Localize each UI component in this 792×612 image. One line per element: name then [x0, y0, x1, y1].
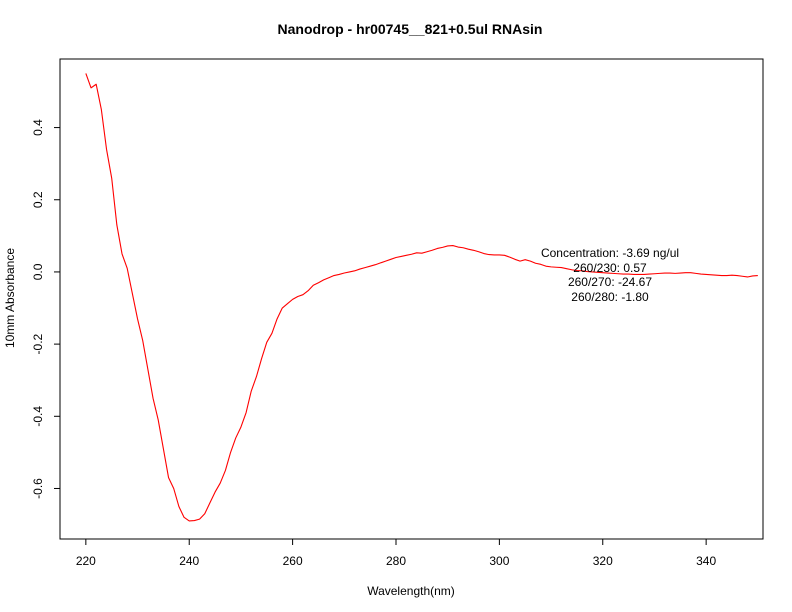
annotation-ratio-260-270: 260/270: -24.67	[568, 275, 652, 289]
x-axis: 220 240 260 280 300 320 340	[76, 539, 716, 568]
absorbance-line	[85, 73, 758, 522]
x-tick-label: 280	[386, 554, 406, 568]
y-tick-label: -0.4	[31, 406, 45, 427]
y-tick-label: 0.0	[31, 263, 45, 280]
x-tick-label: 240	[179, 554, 199, 568]
x-tick-label: 260	[283, 554, 303, 568]
y-tick-label: -0.6	[31, 478, 45, 499]
x-tick-label: 220	[76, 554, 96, 568]
plot-frame	[59, 58, 764, 540]
x-axis-label: Wavelength(nm)	[367, 584, 455, 598]
x-tick-label: 320	[593, 554, 613, 568]
x-ticks: 220 240 260 280 300 320 340	[76, 539, 716, 568]
x-tick-label: 300	[489, 554, 509, 568]
annotation-ratio-260-280: 260/280: -1.80	[571, 290, 649, 304]
series-layer	[85, 73, 758, 522]
annotation-ratio-260-230: 260/230: 0.57	[573, 261, 647, 275]
y-tick-label: 0.4	[31, 119, 45, 136]
chart-title: Nanodrop - hr00745__821+0.5ul RNAsin	[278, 21, 543, 37]
annotation-block: Concentration: -3.69 ng/ul 260/230: 0.57…	[541, 246, 679, 304]
annotation-concentration: Concentration: -3.69 ng/ul	[541, 246, 679, 260]
y-tick-label: 0.2	[31, 191, 45, 208]
y-tick-label: -0.2	[31, 333, 45, 354]
y-axis: -0.6 -0.4 -0.2 0.0 0.2 0.4	[31, 119, 60, 499]
x-tick-label: 340	[696, 554, 716, 568]
y-ticks: -0.6 -0.4 -0.2 0.0 0.2 0.4	[31, 119, 60, 499]
y-axis-label: 10mm Absorbance	[3, 248, 17, 348]
